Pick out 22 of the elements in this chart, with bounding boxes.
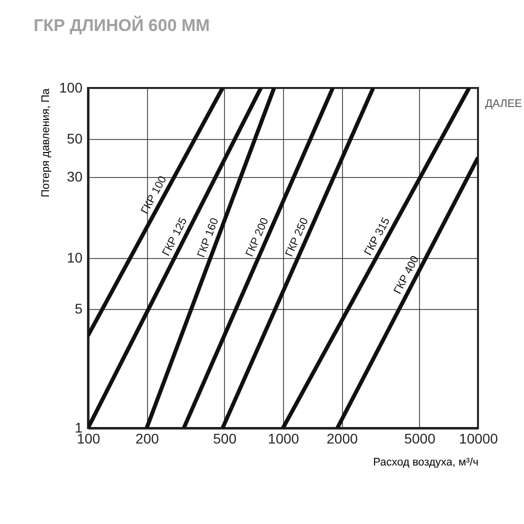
x-tick-label: 500 — [213, 430, 237, 446]
x-tick-label: 1000 — [268, 430, 300, 446]
x-tick-label: 10000 — [459, 430, 498, 446]
chart-title: ГКР ДЛИНОЙ 600 ММ — [34, 15, 210, 35]
text: ГКР 160 — [195, 216, 222, 260]
y-tick-label: 5 — [74, 300, 83, 317]
x-tick-label: 5000 — [404, 430, 436, 446]
y-axis-title: Потеря давления, Па — [40, 88, 52, 198]
text: ГКР 315 — [362, 216, 393, 258]
text: ГКР 250 — [283, 216, 311, 259]
text: ГКР 200 — [244, 216, 272, 259]
y-tick-label: 10 — [66, 250, 83, 266]
x-tick-label: 2000 — [326, 430, 358, 446]
text: ГКР 125 — [160, 216, 190, 258]
x-axis-title: Расход воздуха, м³/ч — [373, 456, 478, 468]
text: ДАЛЕЕ — [485, 98, 522, 110]
text: ГКР 400 — [392, 254, 422, 296]
y-tick-label: 50 — [66, 130, 83, 147]
y-tick-label: 100 — [59, 80, 83, 96]
y-tick-label: 30 — [66, 168, 83, 184]
text: ГКР 100 — [139, 174, 170, 216]
x-tick-label: 200 — [136, 430, 160, 446]
